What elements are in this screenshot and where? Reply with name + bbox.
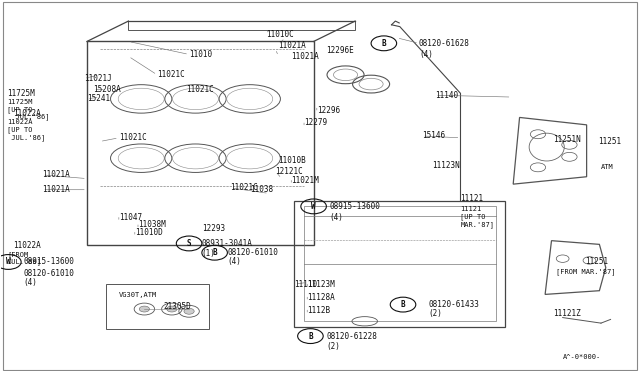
- Text: 11022A: 11022A: [13, 241, 41, 250]
- Text: 15208A: 15208A: [93, 85, 121, 94]
- Text: 11121: 11121: [461, 195, 484, 203]
- Text: 08931-3041A: 08931-3041A: [202, 239, 253, 248]
- Text: 11038: 11038: [250, 185, 273, 194]
- Text: 21305D: 21305D: [164, 302, 191, 311]
- Circle shape: [167, 306, 177, 312]
- Text: 11725M: 11725M: [7, 89, 35, 98]
- Text: 12296E: 12296E: [326, 46, 354, 55]
- Text: (1): (1): [202, 249, 216, 258]
- Text: 11022A: 11022A: [13, 109, 41, 118]
- Text: 11123M: 11123M: [307, 280, 335, 289]
- Text: 11021C: 11021C: [230, 183, 259, 192]
- Text: 11010C: 11010C: [266, 29, 294, 39]
- Text: 11725M
[UP TO
  JUL.'86]: 11725M [UP TO JUL.'86]: [7, 99, 49, 121]
- Text: 11022A
[UP TO
 JUL.'86]: 11022A [UP TO JUL.'86]: [7, 119, 45, 141]
- Text: VG30T,ATM: VG30T,ATM: [119, 292, 157, 298]
- Text: 12279: 12279: [304, 119, 327, 128]
- Text: 11140: 11140: [435, 91, 458, 100]
- Text: W: W: [6, 257, 11, 266]
- Text: (2): (2): [326, 341, 340, 350]
- Text: 08120-61010: 08120-61010: [227, 248, 278, 257]
- Text: B: B: [308, 331, 313, 341]
- Text: 15241: 15241: [87, 94, 110, 103]
- Text: 11047: 11047: [119, 213, 142, 222]
- Text: 11021A: 11021A: [42, 185, 70, 194]
- Text: 08120-61433: 08120-61433: [429, 300, 479, 309]
- Text: 11021C: 11021C: [186, 85, 214, 94]
- Text: 11010D: 11010D: [135, 228, 163, 237]
- Text: 11128A: 11128A: [307, 293, 335, 302]
- Text: 11021A: 11021A: [278, 41, 307, 50]
- Text: 12121C: 12121C: [275, 167, 303, 176]
- Circle shape: [184, 308, 194, 314]
- Text: [FROM
JUL.'86]: [FROM JUL.'86]: [7, 251, 41, 265]
- Text: 12293: 12293: [202, 224, 225, 233]
- Text: W: W: [311, 202, 316, 211]
- Text: 11021A: 11021A: [42, 170, 70, 179]
- Text: 11010B: 11010B: [278, 155, 307, 164]
- Text: 11010: 11010: [189, 50, 212, 59]
- Text: B: B: [401, 300, 405, 309]
- Text: 11038M: 11038M: [138, 221, 166, 230]
- Text: 08915-13600: 08915-13600: [23, 257, 74, 266]
- Text: 11021J: 11021J: [84, 74, 111, 83]
- Text: 11021C: 11021C: [157, 70, 185, 79]
- Text: 11121
[UP TO
MAR.'87]: 11121 [UP TO MAR.'87]: [461, 206, 495, 228]
- Text: [FROM MAR.'87]: [FROM MAR.'87]: [556, 268, 616, 275]
- FancyBboxPatch shape: [106, 284, 209, 329]
- Text: A^-0*000-: A^-0*000-: [563, 353, 601, 359]
- Text: 1112B: 1112B: [307, 306, 330, 315]
- Text: 11021A: 11021A: [291, 52, 319, 61]
- FancyBboxPatch shape: [3, 2, 637, 370]
- Text: S: S: [187, 239, 191, 248]
- Text: 08120-61010: 08120-61010: [23, 269, 74, 278]
- Text: B: B: [381, 39, 386, 48]
- Text: 08120-61628: 08120-61628: [419, 39, 470, 48]
- Text: 11121Z: 11121Z: [553, 310, 581, 318]
- Text: 11021M: 11021M: [291, 176, 319, 185]
- Text: 11251N: 11251N: [553, 135, 581, 144]
- Text: B: B: [212, 248, 217, 257]
- Text: (4): (4): [330, 213, 344, 222]
- Circle shape: [140, 306, 150, 312]
- Text: 11123N: 11123N: [432, 161, 460, 170]
- Text: 12296: 12296: [317, 106, 340, 115]
- Text: (2): (2): [429, 310, 442, 318]
- Text: 11021C: 11021C: [119, 133, 147, 142]
- Text: 11251: 11251: [585, 257, 608, 266]
- Text: (4): (4): [227, 257, 241, 266]
- Text: 11110: 11110: [294, 280, 317, 289]
- Text: ATM: ATM: [601, 164, 614, 170]
- Text: 08915-13600: 08915-13600: [330, 202, 380, 211]
- Text: (4): (4): [23, 278, 37, 287]
- Text: 08120-61228: 08120-61228: [326, 331, 377, 341]
- Text: 11251: 11251: [598, 137, 621, 146]
- Text: (4): (4): [419, 50, 433, 59]
- Text: 15146: 15146: [422, 131, 445, 141]
